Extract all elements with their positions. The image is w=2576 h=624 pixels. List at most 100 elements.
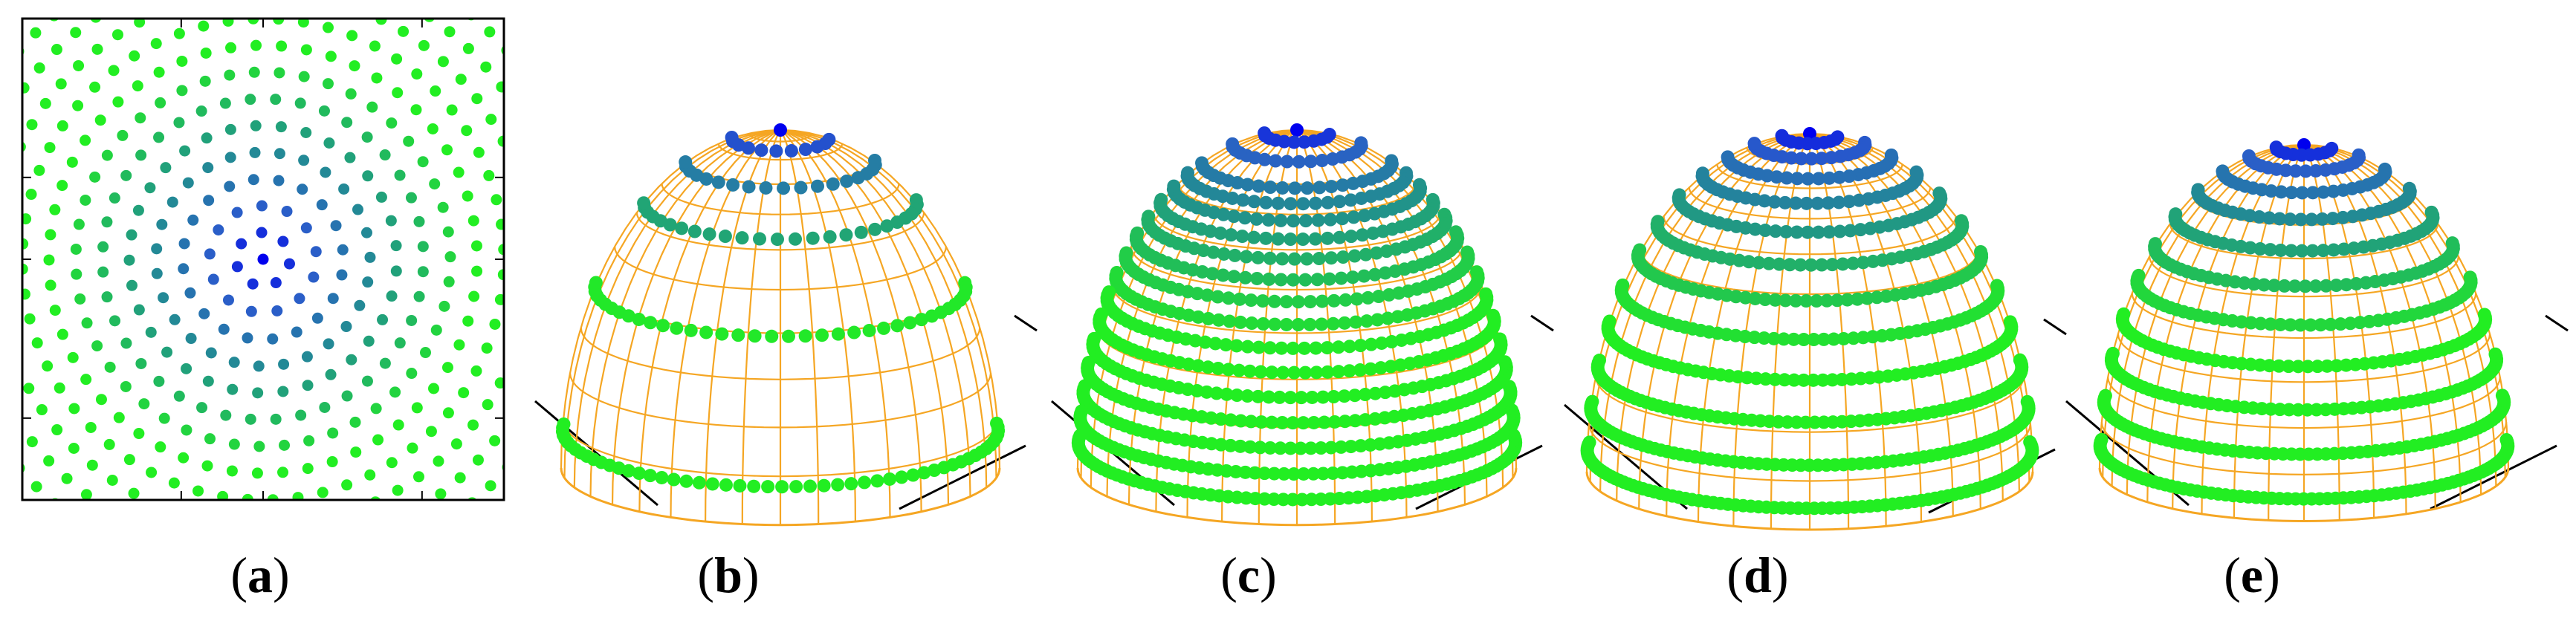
ring-dot xyxy=(392,87,403,98)
ring-dot xyxy=(1239,271,1252,285)
caption-e: (e) xyxy=(2178,550,2326,600)
ring-dot xyxy=(181,363,192,374)
ring-dot xyxy=(153,131,164,143)
ring-dot xyxy=(126,230,137,241)
ring-dot xyxy=(183,620,194,624)
ring-dot xyxy=(1142,209,1155,223)
ring-dot xyxy=(54,383,65,394)
ring-dot xyxy=(480,62,491,73)
ring-dot xyxy=(33,165,45,176)
ring-dot xyxy=(2149,237,2162,250)
ring-dot xyxy=(1831,130,1844,143)
ring-dot xyxy=(1615,284,1628,297)
ring-dot xyxy=(1313,181,1326,194)
ring-dot xyxy=(0,313,7,324)
ring-dot xyxy=(2116,313,2129,326)
ring-dot xyxy=(719,230,732,243)
ring-dot xyxy=(1721,150,1735,163)
ring-dot xyxy=(201,132,213,143)
ring-dot xyxy=(202,461,213,472)
ring-dot xyxy=(0,481,5,492)
ring-dot xyxy=(3,337,14,348)
ring-dot xyxy=(468,290,479,302)
ring-dot xyxy=(256,227,268,238)
ring-dot xyxy=(236,238,247,250)
ring-dot xyxy=(327,427,338,438)
ring-dot xyxy=(74,293,85,305)
ring-dot xyxy=(124,454,135,465)
ring-dot xyxy=(1244,293,1258,307)
ring-dot xyxy=(25,313,36,325)
ring-dot xyxy=(107,475,118,486)
ring-dot xyxy=(169,478,180,489)
ring-dot xyxy=(467,420,479,431)
ring-dot xyxy=(1252,251,1265,264)
ring-dot xyxy=(637,196,650,209)
ring-dot xyxy=(411,566,422,577)
ring-dot xyxy=(418,266,429,277)
ring-dot xyxy=(232,207,243,218)
ring-dot xyxy=(1292,155,1306,169)
ring-dot xyxy=(134,607,145,618)
ring-dot xyxy=(319,105,330,117)
ring-dot xyxy=(248,174,259,185)
ring-dot xyxy=(429,178,440,189)
ring-dot xyxy=(594,88,605,100)
ring-dot xyxy=(489,319,500,330)
ring-dot xyxy=(276,121,287,132)
ring-dot xyxy=(357,559,369,570)
ring-dot xyxy=(51,424,62,435)
ring-dot xyxy=(806,232,820,245)
ring-dot xyxy=(267,334,278,345)
ring-dot xyxy=(461,125,472,136)
ring-dot xyxy=(1257,317,1270,331)
ring-dot xyxy=(426,426,437,437)
ring-dot xyxy=(726,178,740,192)
ring-dot xyxy=(433,553,444,565)
ring-dot xyxy=(273,521,284,532)
ring-dot xyxy=(349,60,360,71)
panel-a-top-view xyxy=(0,0,643,624)
ring-dot xyxy=(2216,164,2229,178)
ring-dot xyxy=(418,241,429,252)
ring-dot xyxy=(196,402,207,413)
ring-dot xyxy=(0,443,10,454)
ring-dot xyxy=(1226,137,1239,151)
ring-dot xyxy=(1323,128,1336,141)
ring-dot xyxy=(537,4,548,16)
ring-dot xyxy=(431,325,442,336)
ring-dot xyxy=(631,285,642,296)
ring-dot xyxy=(1263,181,1277,194)
ring-dot xyxy=(2132,269,2146,282)
ring-dot xyxy=(1298,342,1311,355)
ring-dot xyxy=(89,82,100,93)
ring-dot xyxy=(202,162,213,173)
ring-dot xyxy=(158,614,169,624)
ring-dot xyxy=(1259,232,1272,245)
ring-dot xyxy=(761,480,774,493)
ring-dot xyxy=(250,120,262,131)
ring-dot xyxy=(203,195,214,206)
ring-dot xyxy=(644,316,657,329)
ring-dot xyxy=(1347,210,1360,224)
ring-dot xyxy=(386,290,398,302)
ring-dot xyxy=(585,135,596,146)
ring-dot xyxy=(225,152,236,163)
ring-dot xyxy=(1315,154,1329,167)
ring-dot xyxy=(56,180,68,191)
ring-dot xyxy=(655,471,668,484)
ring-dot xyxy=(462,316,473,327)
panel-e-hemisphere xyxy=(2066,138,2568,521)
ring-dot xyxy=(386,117,397,129)
ring-dot xyxy=(1272,233,1285,246)
ring-dot xyxy=(178,452,189,464)
ring-dot xyxy=(472,561,483,572)
ring-dot xyxy=(406,368,417,379)
ring-dot xyxy=(524,232,535,243)
ring-dot xyxy=(915,313,928,326)
ring-dot xyxy=(198,21,209,32)
ring-dot xyxy=(1848,146,1862,159)
ring-dot xyxy=(753,233,766,246)
ring-dot xyxy=(323,78,334,89)
ring-dot xyxy=(1324,213,1337,227)
